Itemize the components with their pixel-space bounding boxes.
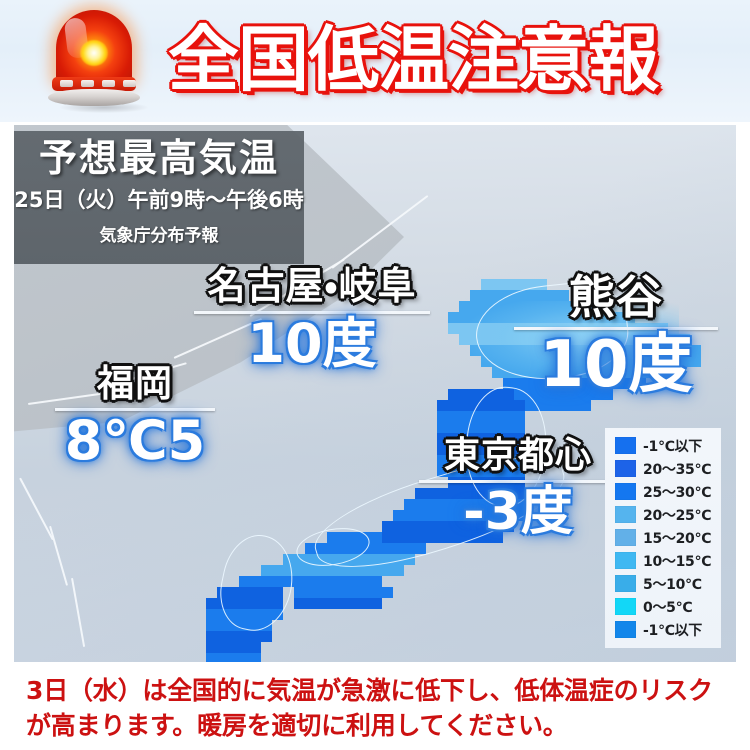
weather-map: 予想最高気温 25日（火）午前9時〜午後6時 気象庁分布予報 <box>14 125 736 662</box>
legend-row: -1℃以下 <box>615 618 721 641</box>
mesh-cell <box>437 455 525 466</box>
legend-label: -1℃以下 <box>643 622 703 639</box>
legend-color-swatch <box>615 552 636 569</box>
mesh-cell <box>206 653 261 662</box>
mesh-cell <box>503 378 646 389</box>
mesh-cell <box>525 400 591 411</box>
mesh-cell <box>437 444 525 455</box>
mesh-cell <box>437 400 525 411</box>
mesh-cell <box>206 598 283 609</box>
callout-divider <box>55 408 215 412</box>
legend-row: 20〜35℃ <box>615 457 721 480</box>
info-box-source: 気象庁分布予報 <box>99 225 219 246</box>
mesh-cell <box>371 532 503 543</box>
callout-divider <box>419 480 617 484</box>
mesh-cell <box>404 499 525 510</box>
mesh-cell <box>261 565 404 576</box>
legend-label: 10〜15℃ <box>643 553 712 570</box>
legend-row: 25〜30℃ <box>615 480 721 503</box>
legend-color-swatch <box>615 598 636 615</box>
mesh-cell <box>448 389 514 400</box>
mesh-cell <box>239 576 382 587</box>
callout-nagoya: 名古屋・岐阜 10度 <box>186 266 438 372</box>
legend-row: 15〜20℃ <box>615 526 721 549</box>
mesh-cell <box>294 587 393 598</box>
callout-nagoya-name: 名古屋・岐阜 <box>207 264 417 308</box>
mesh-cell <box>305 543 426 554</box>
mesh-cell <box>382 521 514 532</box>
legend-color-swatch <box>615 460 636 477</box>
callout-fukuoka-temp: 8℃5 <box>64 409 206 473</box>
callout-kumagaya: 熊谷 10度 <box>508 273 724 398</box>
legend-row: -1℃以下 <box>615 434 721 457</box>
page-title: 全国低温注意報 <box>168 17 659 101</box>
mesh-cell <box>206 631 272 642</box>
forecast-info-box: 予想最高気温 25日（火）午前9時〜午後6時 気象庁分布予報 <box>14 131 304 264</box>
mesh-cell <box>206 642 261 653</box>
mesh-cell <box>393 510 525 521</box>
mesh-cell <box>437 422 525 433</box>
legend-color-swatch <box>615 529 636 546</box>
callout-tokyo-name: 東京都心 <box>443 435 592 476</box>
legend-label: 5〜10℃ <box>643 576 702 593</box>
callout-tokyo: 東京都心 -3度 <box>414 435 622 543</box>
callout-nagoya-temp: 10度 <box>247 312 377 376</box>
mesh-cell <box>206 620 272 631</box>
legend-row: 20〜25℃ <box>615 503 721 526</box>
legend-label: -1℃以下 <box>643 438 703 455</box>
mesh-cell <box>327 532 382 543</box>
legend-row: 10〜15℃ <box>615 549 721 572</box>
mesh-cell <box>415 488 525 499</box>
temperature-legend: -1℃以下 20〜35℃ 25〜30℃ 20〜25℃ 15〜20℃ 10〜15℃ 5〜10℃… <box>605 428 721 648</box>
legend-row: 0〜5℃ <box>615 595 721 618</box>
mesh-cell <box>481 279 547 290</box>
callout-fukuoka-name: 福岡 <box>97 362 173 405</box>
callout-divider <box>194 311 430 315</box>
mesh-cell <box>294 598 382 609</box>
legend-label: 25〜30℃ <box>643 484 712 501</box>
legend-row: 5〜10℃ <box>615 572 721 595</box>
callout-divider <box>514 326 718 330</box>
mesh-cell <box>283 554 415 565</box>
mesh-cell <box>217 587 283 598</box>
legend-color-swatch <box>615 575 636 592</box>
callout-tokyo-temp: -3度 <box>463 482 573 543</box>
callout-fukuoka: 福岡 8℃5 <box>50 364 220 469</box>
info-box-time-range: 25日（火）午前9時〜午後6時 <box>14 187 304 212</box>
legend-label: 20〜35℃ <box>643 461 712 478</box>
callout-kumagaya-name: 熊谷 <box>569 270 663 324</box>
mesh-cell <box>437 466 525 477</box>
info-box-title: 予想最高気温 <box>38 136 279 180</box>
legend-label: 0〜5℃ <box>643 599 693 616</box>
legend-label: 15〜20℃ <box>643 530 712 547</box>
mesh-cell <box>470 290 569 301</box>
mesh-gradient-wash <box>470 301 679 378</box>
rotating-warning-beacon-icon <box>38 6 150 114</box>
caption-text: 3日（水）は全国的に気温が急激に低下し、低体温症のリスクが高まります。暖房を適切… <box>26 676 713 740</box>
mesh-cell <box>514 389 613 400</box>
legend-color-swatch <box>615 621 636 638</box>
temperature-mesh <box>14 125 736 662</box>
mesh-cell <box>206 609 283 620</box>
legend-color-swatch <box>615 506 636 523</box>
mesh-cell <box>437 433 525 444</box>
callout-kumagaya-temp: 10度 <box>539 327 693 402</box>
header-banner: 全国低温注意報 <box>0 0 750 122</box>
mesh-cell <box>437 411 525 422</box>
legend-label: 20〜25℃ <box>643 507 712 524</box>
legend-color-swatch <box>615 437 636 454</box>
legend-color-swatch <box>615 483 636 500</box>
